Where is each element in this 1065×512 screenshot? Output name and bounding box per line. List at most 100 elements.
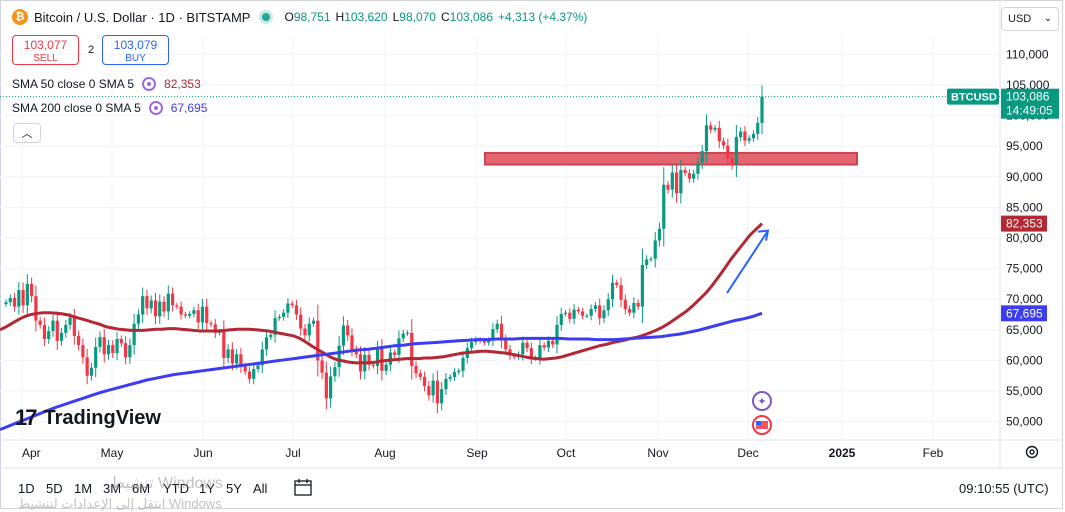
candle-body: [713, 127, 717, 130]
candle-body: [405, 332, 410, 334]
price-tick-label: 95,000: [1006, 139, 1043, 153]
candle-body: [132, 323, 136, 346]
range-3m-button[interactable]: 3M: [103, 481, 122, 496]
range-all-button[interactable]: All: [253, 481, 268, 496]
time-axis[interactable]: Apr May Jun Jul Aug Sep Oct Nov Dec 2025 Feb: [22, 446, 944, 460]
candle-body: [38, 320, 42, 325]
candle-body: [730, 158, 734, 166]
candle-body: [111, 345, 115, 354]
candle-body: [367, 354, 371, 365]
range-1d-button[interactable]: 1D: [18, 481, 35, 496]
candle-body: [98, 337, 102, 347]
candle-body: [739, 131, 743, 137]
candle-body: [414, 365, 418, 374]
candle-body: [435, 380, 439, 404]
sparkle-icon: ✦: [757, 396, 766, 408]
time-tick-label: Nov: [647, 446, 668, 460]
candle-body: [282, 312, 286, 317]
candle-body: [42, 324, 47, 339]
candle-body: [68, 317, 72, 325]
range-1m-button[interactable]: 1M: [74, 481, 93, 496]
candle-body: [504, 340, 508, 350]
candle-body: [452, 372, 457, 377]
tradingview-logo[interactable]: 17 TradingView: [15, 405, 161, 431]
price-axis[interactable]: 50,000 55,000 60,000 65,000 70,000 75,000 80,0…: [1006, 47, 1050, 428]
time-tick-label: Apr: [22, 446, 41, 460]
candle-body: [457, 370, 461, 373]
candle-body: [102, 337, 106, 355]
price-tick-label: 55,000: [1006, 384, 1043, 398]
candle-body: [747, 138, 751, 141]
candle-body: [115, 339, 119, 354]
sma200-line: [0, 311, 763, 431]
candle-body: [717, 127, 721, 142]
candle-body: [30, 283, 34, 297]
range-1y-button[interactable]: 1Y: [199, 481, 215, 496]
candle-body: [440, 389, 444, 404]
candle-body: [623, 299, 627, 310]
candle-body: [346, 325, 350, 336]
candle-body: [247, 371, 252, 379]
bottom-toolbar: 1D 5D 1M 3M 6M YTD 1Y 5Y All 09:10:55 (U…: [0, 474, 1063, 504]
trend-arrow-head: [757, 229, 770, 241]
price-change: +4,313 (+4.37%): [498, 10, 588, 24]
buy-button[interactable]: 103,079 BUY: [102, 35, 169, 65]
candle-body: [371, 364, 375, 366]
sell-button[interactable]: 103,077 SELL: [12, 35, 79, 65]
indicator-sma200[interactable]: SMA 200 close 0 SMA 5 67,695: [12, 101, 207, 115]
candle-body: [760, 96, 764, 123]
range-5y-button[interactable]: 5Y: [226, 481, 242, 496]
candle-body: [337, 345, 341, 368]
candle-body: [431, 380, 435, 396]
range-ytd-button[interactable]: YTD: [163, 481, 189, 496]
calendar-icon[interactable]: [292, 477, 314, 497]
candle-body: [410, 332, 414, 366]
candle-body: [593, 305, 598, 310]
candle-body: [525, 342, 529, 349]
last-price-badge-bg: [1001, 88, 1059, 119]
indicator-label: SMA 50 close 0 SMA 5: [12, 77, 135, 91]
ohlc-open: O98,751: [284, 10, 331, 24]
utc-clock[interactable]: 09:10:55 (UTC): [959, 481, 1049, 496]
candle-body: [243, 366, 247, 372]
candle-body: [311, 320, 316, 324]
candle-body: [427, 386, 431, 396]
candle-body: [636, 302, 640, 307]
candle-body: [183, 314, 187, 316]
candle-body: [51, 320, 55, 332]
candle-body: [546, 340, 551, 348]
currency-select[interactable]: USD ⌄: [1001, 7, 1059, 31]
gear-icon[interactable]: [1024, 444, 1040, 460]
candle-body: [81, 345, 85, 358]
price-tick-label: 70,000: [1006, 292, 1043, 306]
windows-activation-watermark: تنشيط Windows: [110, 475, 223, 492]
candle-body: [461, 357, 465, 371]
candle-body: [341, 325, 346, 346]
symbol-header: ₿ Bitcoin / U.S. Dollar · 1D · BITSTAMP …: [12, 9, 587, 25]
candle-body: [657, 228, 662, 241]
collapse-indicators-button[interactable]: ︿: [13, 123, 41, 143]
symbol-title[interactable]: Bitcoin / U.S. Dollar · 1D · BITSTAMP: [34, 9, 251, 25]
range-5d-button[interactable]: 5D: [46, 481, 63, 496]
candle-body: [696, 162, 700, 174]
time-tick-label: Feb: [923, 446, 944, 460]
time-tick-label: Jun: [193, 446, 212, 460]
candle-body: [316, 320, 320, 361]
ohlc-low: L98,070: [392, 10, 436, 24]
candle-body: [482, 340, 486, 343]
candle-body: [290, 303, 294, 306]
range-6m-button[interactable]: 6M: [132, 481, 151, 496]
candle-body: [8, 297, 12, 303]
chevron-down-icon: ⌄: [1043, 13, 1052, 24]
candle-body: [294, 305, 299, 315]
candle-body: [119, 339, 123, 344]
time-tick-label: May: [101, 446, 124, 460]
candle-body: [209, 323, 213, 325]
candle-body: [559, 313, 563, 325]
indicator-sma50[interactable]: SMA 50 close 0 SMA 5 82,353: [12, 77, 201, 91]
candle-body: [529, 348, 533, 359]
candle-body: [499, 323, 504, 341]
candle-body: [286, 303, 290, 313]
